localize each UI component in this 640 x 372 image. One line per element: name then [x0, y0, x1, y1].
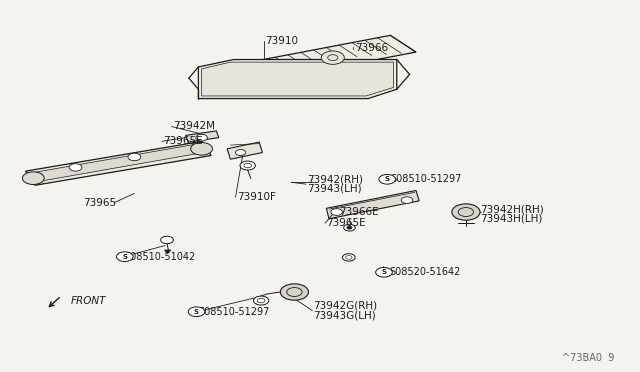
Polygon shape [227, 142, 262, 159]
Text: S: S [385, 176, 390, 182]
Circle shape [253, 296, 269, 305]
Polygon shape [198, 60, 397, 99]
Polygon shape [26, 141, 211, 185]
Circle shape [116, 252, 133, 262]
Text: 73965E: 73965E [326, 218, 366, 228]
Text: 73943H(LH): 73943H(LH) [480, 214, 542, 224]
Polygon shape [186, 131, 219, 142]
Circle shape [240, 161, 255, 170]
Text: 73942(RH): 73942(RH) [307, 174, 364, 184]
Text: ^73BA0  9: ^73BA0 9 [562, 353, 614, 363]
Polygon shape [164, 250, 171, 254]
Text: 73910F: 73910F [237, 192, 276, 202]
Text: 73965E: 73965E [163, 137, 203, 146]
Circle shape [344, 224, 355, 231]
Circle shape [347, 226, 352, 229]
Circle shape [331, 209, 342, 215]
Text: S: S [122, 254, 127, 260]
Circle shape [376, 267, 392, 277]
Text: S08520-51642: S08520-51642 [389, 267, 461, 277]
Circle shape [342, 254, 355, 261]
Circle shape [161, 236, 173, 244]
Circle shape [379, 174, 396, 184]
Circle shape [196, 134, 207, 141]
Text: 73910: 73910 [266, 36, 299, 46]
Polygon shape [202, 62, 394, 96]
Text: 73965: 73965 [83, 198, 116, 208]
Text: S08510-51042: S08510-51042 [125, 252, 196, 262]
Circle shape [452, 204, 480, 220]
Text: S: S [194, 309, 199, 315]
Polygon shape [326, 190, 419, 219]
Text: S08510-51297: S08510-51297 [198, 307, 270, 317]
Text: 73943G(LH): 73943G(LH) [314, 311, 376, 320]
Circle shape [321, 51, 344, 64]
Circle shape [128, 153, 141, 161]
Text: 73966: 73966 [355, 44, 388, 53]
Circle shape [191, 142, 212, 155]
Text: S08510-51297: S08510-51297 [390, 174, 462, 184]
Circle shape [236, 150, 246, 155]
Circle shape [401, 197, 413, 203]
Text: 73942H(RH): 73942H(RH) [480, 204, 544, 214]
Polygon shape [199, 147, 204, 150]
Polygon shape [224, 35, 416, 84]
Polygon shape [31, 144, 204, 182]
Circle shape [280, 284, 308, 300]
Circle shape [69, 164, 82, 171]
Circle shape [22, 172, 44, 185]
Text: 73966E: 73966E [339, 207, 379, 217]
Text: FRONT: FRONT [70, 296, 106, 305]
Text: 73942M: 73942M [173, 122, 215, 131]
Text: 73943(LH): 73943(LH) [307, 184, 362, 194]
Circle shape [188, 307, 205, 317]
Text: S: S [381, 269, 387, 275]
Text: 73942G(RH): 73942G(RH) [314, 301, 378, 311]
